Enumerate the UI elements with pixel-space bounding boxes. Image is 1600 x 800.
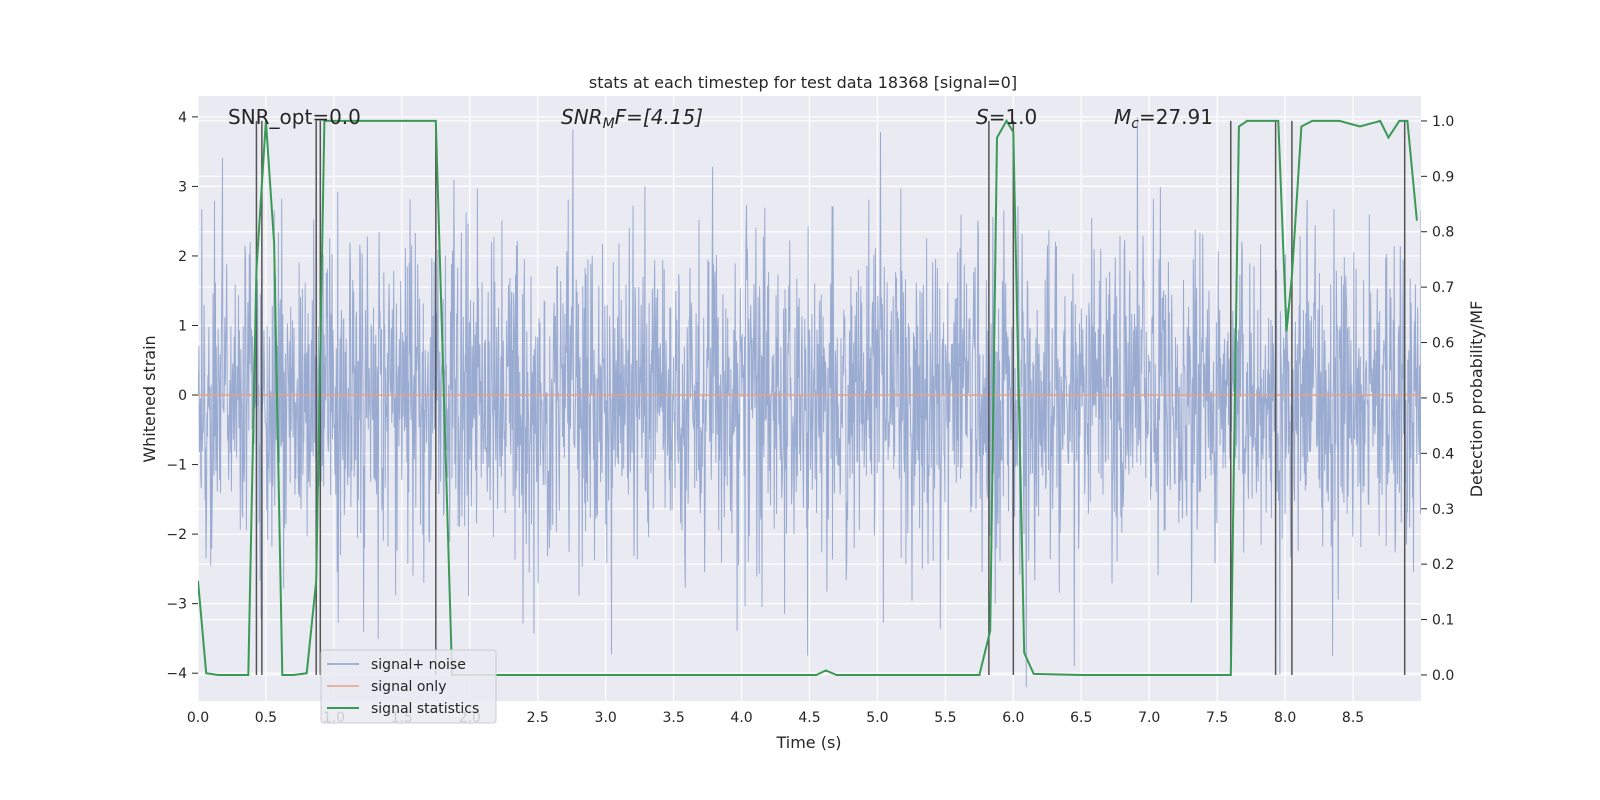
y2-tick-label: 0.1 (1432, 613, 1454, 629)
x-tick-label: 7.5 (1206, 710, 1228, 726)
chart-title: stats at each timestep for test data 183… (589, 73, 1017, 92)
legend-label-signal-noise: signal+ noise (371, 657, 466, 673)
y2-tick-label: 0.9 (1432, 169, 1454, 185)
x-tick-label: 8.0 (1274, 710, 1296, 726)
y2-tick-label: 0.5 (1432, 391, 1454, 407)
x-tick-label: 5.5 (934, 710, 956, 726)
legend: signal+ noise signal only signal statist… (320, 649, 497, 724)
x-tick-label: 3.0 (595, 710, 617, 726)
y-tick-label: 4 (178, 110, 187, 126)
legend-label-signal-statistics: signal statistics (371, 701, 479, 717)
y-tick-label: −1 (166, 458, 187, 474)
y2-tick-label: 0.3 (1432, 502, 1454, 518)
y2-tick-label: 0.4 (1432, 446, 1454, 462)
x-tick-label: 6.0 (1002, 710, 1024, 726)
y2-tick-label: 0.2 (1432, 557, 1454, 573)
x-tick-label: 7.0 (1138, 710, 1160, 726)
legend-label-signal-only: signal only (371, 679, 446, 695)
x-tick-label: 0.0 (187, 710, 209, 726)
y2-axis-ticks: 1.0 0.9 0.8 0.7 0.6 0.5 0.4 0.3 0.2 0.1 0.0 (1421, 114, 1454, 684)
x-tick-label: 3.5 (662, 710, 684, 726)
x-tick-label: 4.0 (730, 710, 752, 726)
x-tick-label: 5.0 (866, 710, 888, 726)
series-signal-statistics (198, 118, 1418, 676)
x-tick-label: 2.5 (527, 710, 549, 726)
y-tick-label: −4 (166, 666, 187, 682)
y2-tick-label: 0.6 (1432, 336, 1454, 352)
y2-tick-label: 0.8 (1432, 225, 1454, 241)
annotation-mc: Mc=27.91 (1114, 105, 1213, 132)
y2-tick-label: 0.0 (1432, 668, 1454, 684)
y-axis-ticks: 4 3 2 1 0 −1 −2 −3 −4 (166, 110, 198, 682)
annotation-s: S=1.0 (976, 105, 1037, 129)
y2-tick-label: 1.0 (1432, 114, 1454, 130)
x-tick-label: 0.5 (255, 710, 277, 726)
x-tick-label: 6.5 (1070, 710, 1092, 726)
y-axis-label: Whitened strain (140, 335, 159, 462)
y-tick-label: 3 (178, 179, 187, 195)
series-signal-noise (198, 117, 1421, 688)
y2-tick-label: 0.7 (1432, 280, 1454, 296)
y-tick-label: 1 (178, 318, 187, 334)
annotation-snr-opt: SNR_opt=0.0 (228, 105, 361, 129)
y-tick-label: −2 (166, 527, 187, 543)
x-axis-label: Time (s) (775, 733, 841, 752)
annotation-snr-mf: SNRMF=[4.15] (561, 105, 703, 132)
y2-axis-label: Detection probability/MF (1467, 301, 1486, 498)
y-tick-label: 0 (178, 388, 187, 404)
y-tick-label: 2 (178, 249, 187, 265)
x-tick-label: 4.5 (798, 710, 820, 726)
x-tick-label: 8.5 (1342, 710, 1364, 726)
y-tick-label: −3 (166, 597, 187, 613)
